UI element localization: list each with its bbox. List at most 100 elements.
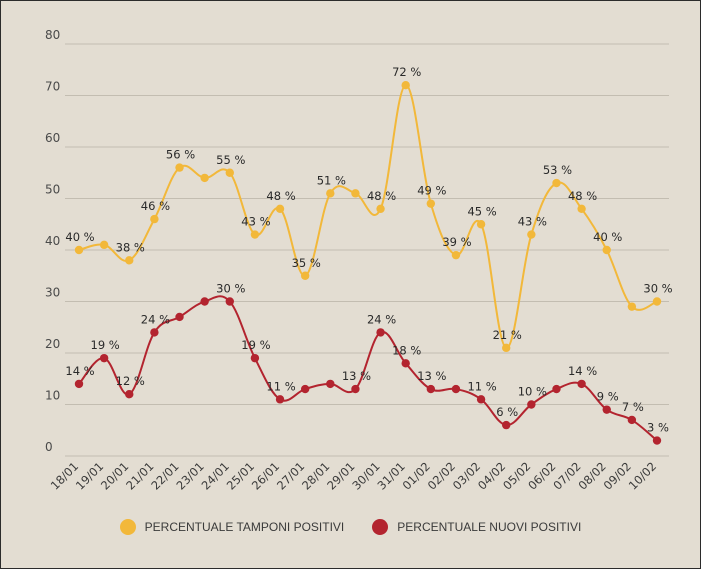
data-label: 7 %: [622, 400, 644, 414]
data-label: 30 %: [216, 282, 245, 296]
x-tick-label: 28/01: [299, 459, 332, 492]
data-point: [451, 384, 461, 394]
data-point: [527, 230, 536, 239]
data-point: [250, 353, 260, 363]
legend-label-tamponi: PERCENTUALE TAMPONI POSITIVI: [144, 520, 345, 534]
x-tick-label: 30/01: [349, 459, 382, 492]
x-tick-label: 10/02: [626, 459, 659, 492]
x-tick-label: 04/02: [475, 459, 508, 492]
data-point: [552, 178, 561, 188]
legend-swatch-tamponi: [119, 519, 136, 535]
x-tick-label: 03/02: [450, 459, 483, 492]
data-label: 48 %: [367, 189, 396, 203]
y-tick-label: 20: [45, 337, 60, 351]
data-point: [376, 328, 385, 337]
x-tick-label: 18/01: [48, 459, 81, 492]
data-label: 11 %: [467, 379, 496, 393]
data-label: 11 %: [266, 379, 295, 393]
data-label: 24 %: [367, 312, 396, 326]
data-point: [476, 395, 486, 404]
data-point: [627, 415, 637, 425]
data-label: 38 %: [116, 240, 145, 254]
data-label: 19 %: [241, 338, 270, 352]
data-point: [502, 343, 511, 353]
data-point: [401, 81, 410, 90]
x-tick-label: 23/01: [173, 459, 206, 492]
legend-item-nuovi: PERCENTUALE NUOVI POSITIVI: [372, 519, 581, 535]
data-point: [326, 379, 335, 389]
data-point: [577, 204, 586, 213]
data-point: [451, 250, 461, 260]
data-label: 53 %: [543, 163, 572, 177]
x-tick-label: 22/01: [148, 459, 181, 492]
data-label: 49 %: [417, 184, 446, 198]
data-label: 39 %: [442, 235, 471, 249]
data-label: 21 %: [493, 328, 522, 342]
data-label: 13 %: [342, 369, 371, 383]
y-tick-label: 50: [45, 183, 60, 197]
data-label: 43 %: [518, 215, 547, 229]
data-label: 18 %: [392, 343, 421, 357]
data-label: 10 %: [518, 385, 547, 399]
data-point: [300, 271, 310, 280]
data-label: 30 %: [643, 282, 672, 296]
data-point: [99, 353, 109, 363]
y-tick-label: 0: [45, 440, 53, 454]
data-point: [351, 189, 360, 198]
data-point: [577, 379, 586, 389]
data-point: [99, 240, 109, 250]
data-point: [426, 384, 436, 394]
line-chart: 0 10 20 30 40 50 60 70 80 18/0119/0120/0121/0122/…: [45, 28, 673, 493]
data-label: 43 %: [241, 215, 270, 229]
data-label: 3 %: [647, 421, 669, 435]
data-point: [426, 199, 436, 208]
legend-swatch-nuovi: [372, 519, 389, 535]
data-point: [225, 168, 234, 177]
data-point: [74, 245, 84, 255]
data-point: [627, 302, 637, 311]
data-point: [602, 405, 611, 414]
data-label: 40 %: [593, 230, 622, 244]
legend-label-nuovi: PERCENTUALE NUOVI POSITIVI: [397, 520, 582, 534]
x-tick-label: 05/02: [500, 459, 533, 492]
data-point: [527, 400, 536, 409]
data-point: [74, 379, 84, 389]
data-label: 40 %: [65, 230, 94, 244]
data-label: 24 %: [141, 312, 170, 326]
data-label: 72 %: [392, 65, 421, 79]
data-point: [250, 230, 260, 239]
data-label: 14 %: [65, 364, 94, 378]
y-tick-label: 40: [45, 234, 60, 248]
x-tick-label: 25/01: [224, 459, 257, 492]
data-point: [401, 359, 410, 368]
data-point: [300, 384, 310, 394]
data-label: 13 %: [417, 369, 446, 383]
y-tick-label: 80: [45, 28, 60, 42]
y-tick-label: 70: [45, 80, 60, 94]
data-label: 48 %: [266, 189, 295, 203]
x-tick-label: 01/02: [400, 459, 433, 492]
y-tick-label: 60: [45, 131, 60, 145]
data-label: 48 %: [568, 189, 597, 203]
x-tick-label: 07/02: [550, 459, 583, 492]
data-point: [175, 163, 184, 172]
data-label: 14 %: [568, 364, 597, 378]
data-point: [125, 256, 134, 265]
x-tick-label: 31/01: [374, 459, 407, 492]
data-label: 55 %: [216, 153, 245, 167]
y-tick-label: 10: [45, 389, 60, 403]
data-label: 46 %: [141, 199, 170, 213]
data-point: [552, 384, 561, 394]
legend-item-tamponi: PERCENTUALE TAMPONI POSITIVI: [119, 519, 345, 535]
data-point: [652, 436, 662, 445]
data-point: [476, 220, 486, 229]
x-tick-label: 20/01: [98, 459, 131, 492]
data-point: [150, 214, 159, 224]
x-tick-label: 26/01: [249, 459, 282, 492]
data-point: [225, 297, 234, 306]
data-point: [200, 297, 209, 306]
x-tick-label: 27/01: [274, 459, 307, 492]
data-point: [275, 204, 285, 213]
data-label: 12 %: [116, 374, 145, 388]
